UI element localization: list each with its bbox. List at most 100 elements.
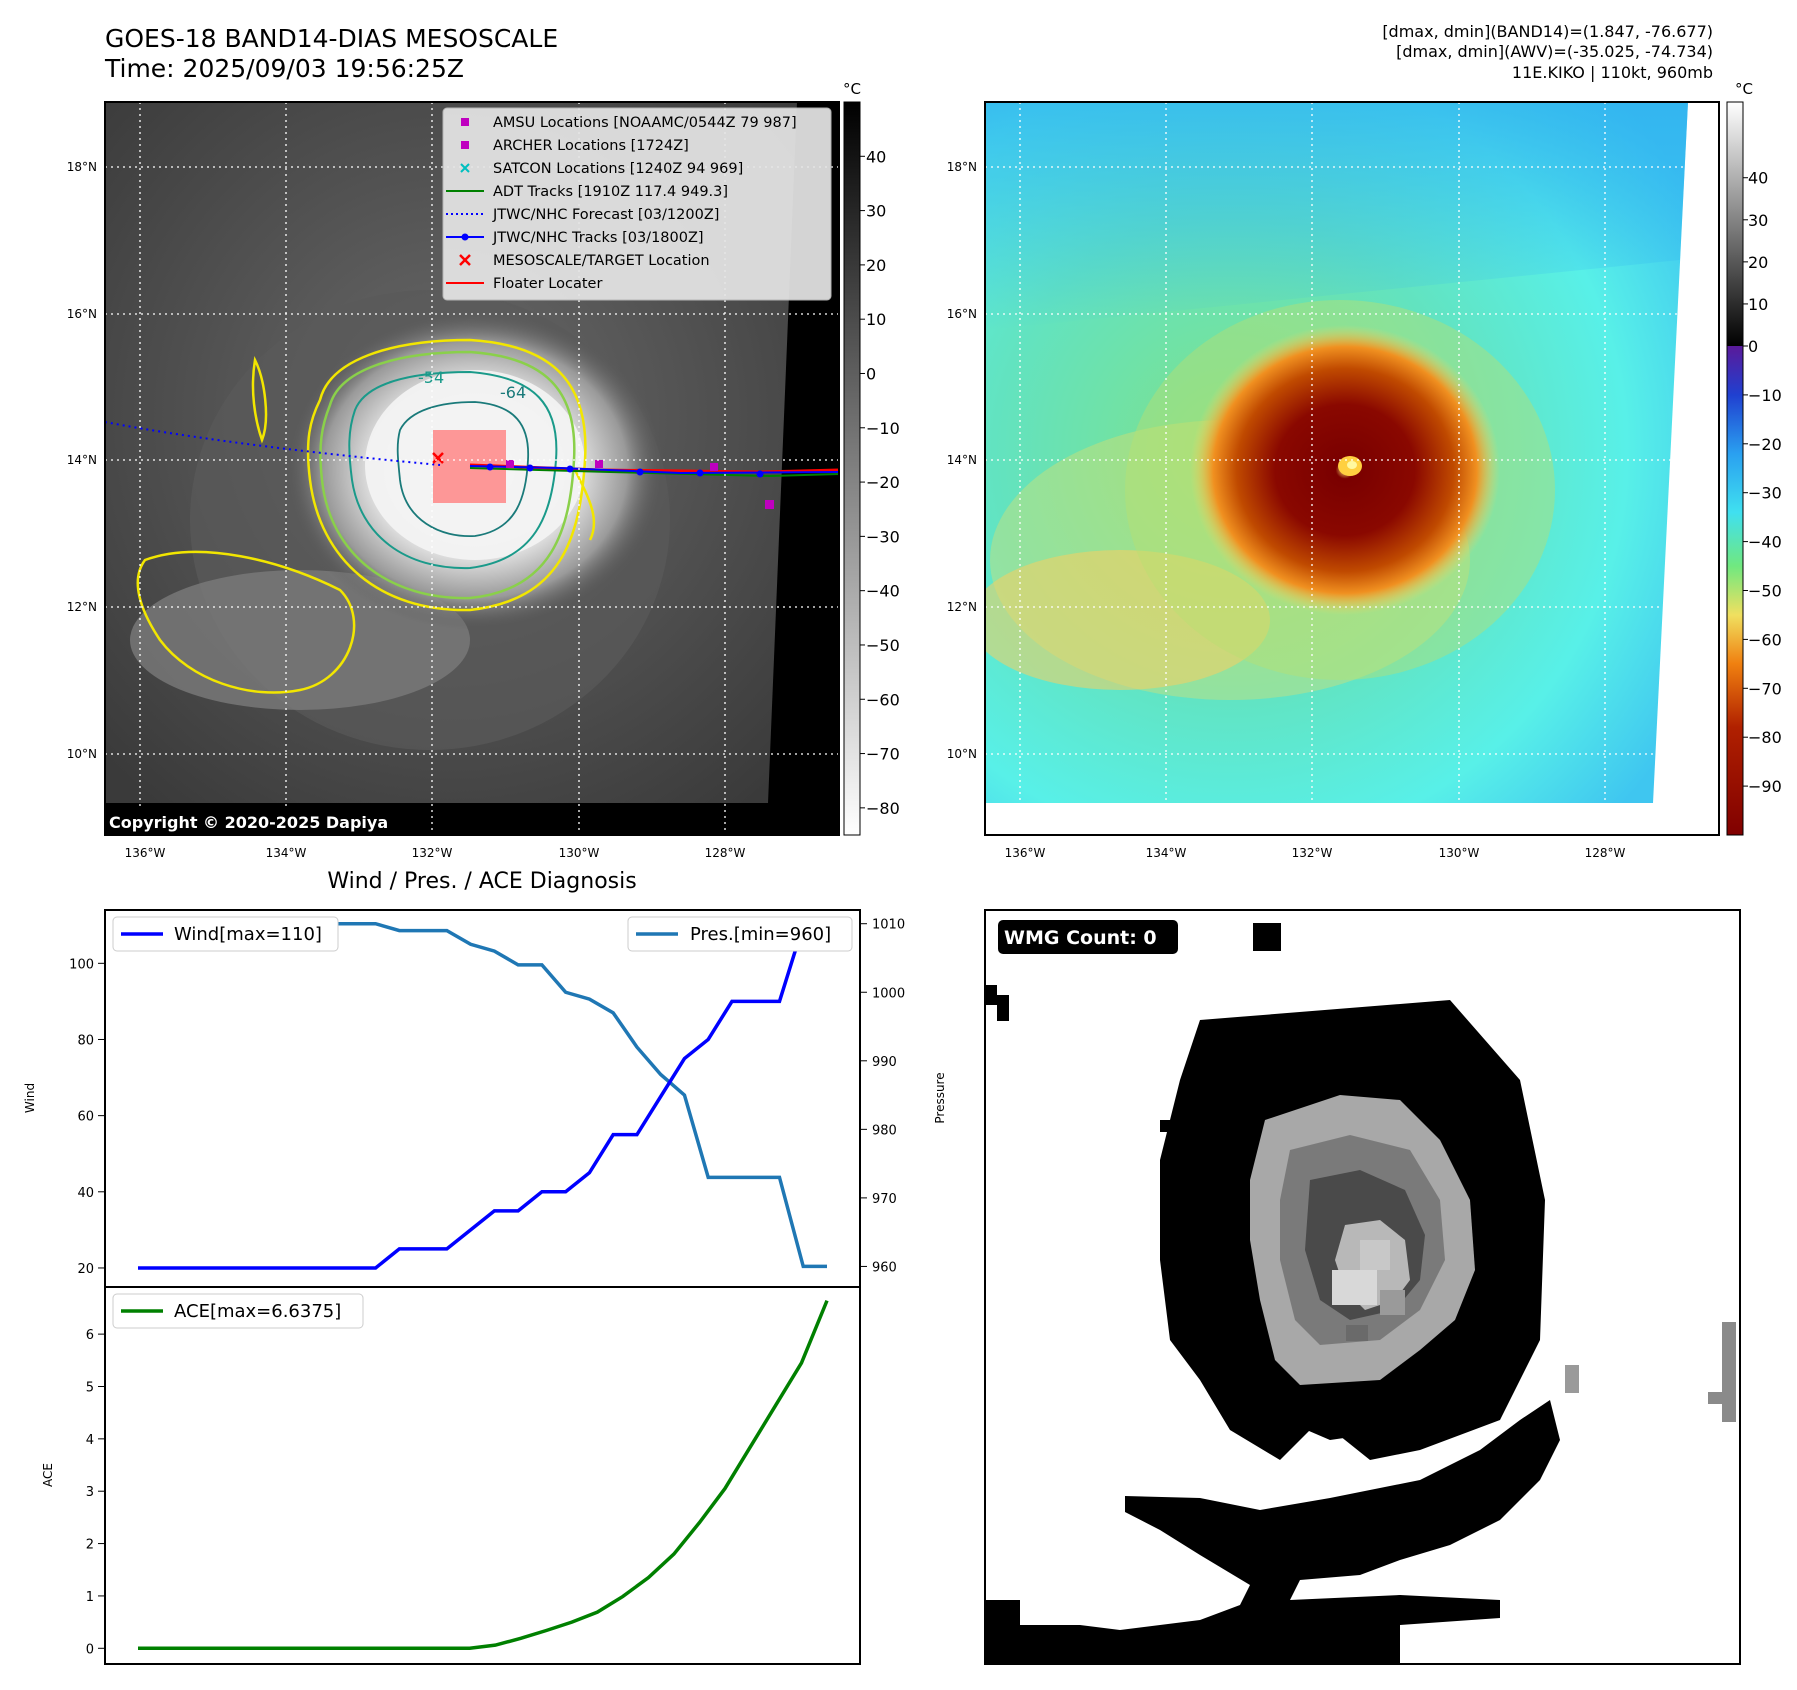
legend-satcon: SATCON Locations [1240Z 94 969] [493, 161, 743, 177]
colorbar-gray [843, 101, 861, 836]
colorbar-awv-tick-label: 30 [1748, 211, 1768, 230]
colorbar-gray-tick-label: 40 [866, 147, 886, 166]
legend-forecast: JTWC/NHC Forecast [03/1200Z] [492, 207, 719, 223]
lon-label-136w-left: 136°W [125, 846, 166, 860]
colorbar-gray-tick-label: −80 [866, 799, 900, 818]
colorbar-awv-tick-label: −40 [1748, 533, 1782, 552]
pressure-ytick-label: 970 [872, 1192, 897, 1207]
lat-label-14n-left: 14°N [67, 453, 97, 467]
pressure-ytick-label: 980 [872, 1123, 897, 1138]
lat-label-14n-right: 14°N [947, 453, 977, 467]
colorbar-awv-tick-label: 20 [1748, 253, 1768, 272]
wmg-count-label: WMG Count: 0 [1004, 927, 1157, 949]
lat-label-16n-left: 16°N [67, 307, 97, 321]
colorbar-gray-tick-label: −70 [866, 745, 900, 764]
pressure-legend-box [627, 916, 853, 952]
ace-legend-label: ACE[max=6.6375] [174, 1301, 341, 1322]
colorbar-awv-tick-label: 40 [1748, 169, 1768, 188]
colorbar-awv-tick-label: 10 [1748, 295, 1768, 314]
lat-label-12n-right: 12°N [947, 600, 977, 614]
wind-ytick-label: 80 [77, 1033, 94, 1048]
colorbar-gray-tick-label: 10 [866, 310, 886, 329]
figure-title: GOES-18 BAND14-DIAS MESOSCALE [105, 24, 559, 53]
ace-legend-box [112, 1293, 364, 1329]
colorbar-gray-unit: °C [843, 80, 861, 98]
ace-axis-label: ACE [41, 1463, 55, 1487]
wmg-panel: WMG Count: 0 [984, 909, 1741, 1665]
colorbar-awv-tick-label: −70 [1748, 679, 1782, 698]
ace-ytick-label: 1 [86, 1590, 94, 1605]
legend-amsu-marker [461, 118, 469, 126]
wind-series-line [138, 923, 827, 1270]
lon-label-128w-left: 128°W [705, 846, 746, 860]
map-gridlines-right [985, 102, 1719, 835]
colorbar-gray-tick-label: −10 [866, 419, 900, 438]
legend-amsu: AMSU Locations [NOAAMC/0544Z 79 987] [493, 115, 797, 131]
ace-ytick-label: 0 [86, 1642, 94, 1657]
pressure-ytick-label: 990 [872, 1055, 897, 1070]
lat-label-10n-left: 10°N [67, 747, 97, 761]
awv-satellite-image [985, 102, 1719, 835]
ace-ytick-label: 2 [86, 1538, 94, 1553]
colorbar-gray-tick-label: −30 [866, 527, 900, 546]
forecast-track [105, 421, 441, 466]
legend-jtwc-dot [461, 233, 469, 241]
colorbar-awv-bottom [1727, 346, 1743, 835]
colorbar-gray-tick-label: 30 [866, 202, 886, 221]
wind-ytick-label: 60 [77, 1110, 94, 1125]
copyright-bg [105, 808, 425, 835]
awv-stats: [dmax, dmin](AWV)=(-35.025, -74.734) [1396, 42, 1713, 61]
pressure-axis-label: Pressure [933, 1072, 947, 1123]
colorbar-awv-ticks: 40 30 20 10 0 −10 −20 −30 −40 −50 −60 −70 −80 −90 [1743, 169, 1782, 796]
colorbar-awv-unit: °C [1735, 80, 1753, 98]
jtwc-track-points [486, 463, 764, 478]
colorbar-awv-tick-label: 0 [1748, 337, 1758, 356]
colorbar-awv-tick-label: −60 [1748, 630, 1782, 649]
colorbar-gray-tick-label: −20 [866, 473, 900, 492]
ace-ytick-label: 5 [86, 1380, 94, 1395]
lat-label-16n-right: 16°N [947, 307, 977, 321]
band14-stats: [dmax, dmin](BAND14)=(1.847, -76.677) [1382, 22, 1713, 41]
ace-chart: 0 1 2 3 4 5 6 ACE ACE[max=6.6375] [41, 1286, 861, 1665]
colorbar-gray-tick-label: 0 [866, 364, 876, 383]
legend-floater: Floater Locater [493, 276, 602, 292]
pressure-ytick-label: 1010 [872, 918, 905, 933]
colorbar-awv-tick-label: −50 [1748, 582, 1782, 601]
colorbar-awv-tick-label: −10 [1748, 386, 1782, 405]
lat-label-18n-left: 18°N [67, 160, 97, 174]
lon-label-128w-right: 128°W [1585, 846, 1626, 860]
diagnosis-title: Wind / Pres. / ACE Diagnosis [327, 869, 636, 894]
ace-ytick-label: 6 [86, 1328, 94, 1343]
wind-axis-label: Wind [23, 1083, 37, 1113]
wind-legend-box [112, 916, 339, 952]
legend-target-marker [459, 254, 471, 266]
colorbar-gray-tick-label: −40 [866, 582, 900, 601]
ace-ytick-label: 4 [86, 1433, 94, 1448]
contour-label-54: -54 [418, 368, 444, 387]
lon-label-130w-left: 130°W [559, 846, 600, 860]
colorbar-gray-ticks: 40 30 20 10 0 −10 −20 −30 −40 −50 −60 −70 −80 [860, 147, 900, 818]
contour-label-64: -64 [500, 383, 526, 402]
colorbar-awv-tick-label: −80 [1748, 728, 1782, 747]
map-legend: AMSU Locations [NOAAMC/0544Z 79 987] ARC… [442, 107, 832, 301]
legend-satcon-marker [460, 163, 470, 173]
legend-adt: ADT Tracks [1910Z 117.4 949.3] [493, 184, 728, 200]
legend-archer-marker [461, 141, 469, 149]
legend-target: MESOSCALE/TARGET Location [493, 253, 710, 269]
wind-ytick-label: 100 [69, 957, 94, 972]
legend-archer: ARCHER Locations [1724Z] [493, 138, 689, 154]
colorbar-awv-top [1727, 102, 1743, 346]
wind-ytick-label: 40 [77, 1186, 94, 1201]
adt-track [469, 467, 839, 478]
wind-pressure-chart: 20 40 60 80 100 960 970 980 990 1000 1010 Wind Press… [23, 909, 947, 1288]
colorbar-awv-tick-label: −90 [1748, 777, 1782, 796]
pressure-ytick-label: 1000 [872, 986, 905, 1001]
legend-jtwc: JTWC/NHC Tracks [03/1800Z] [492, 230, 704, 246]
lon-label-134w-right: 134°W [1146, 846, 1187, 860]
pressure-ytick-label: 960 [872, 1260, 897, 1275]
colorbar-awv-tick-label: −20 [1748, 435, 1782, 454]
wind-ytick-label: 20 [77, 1262, 94, 1277]
lon-label-132w-right: 132°W [1292, 846, 1333, 860]
pressure-legend-label: Pres.[min=960] [690, 924, 831, 945]
